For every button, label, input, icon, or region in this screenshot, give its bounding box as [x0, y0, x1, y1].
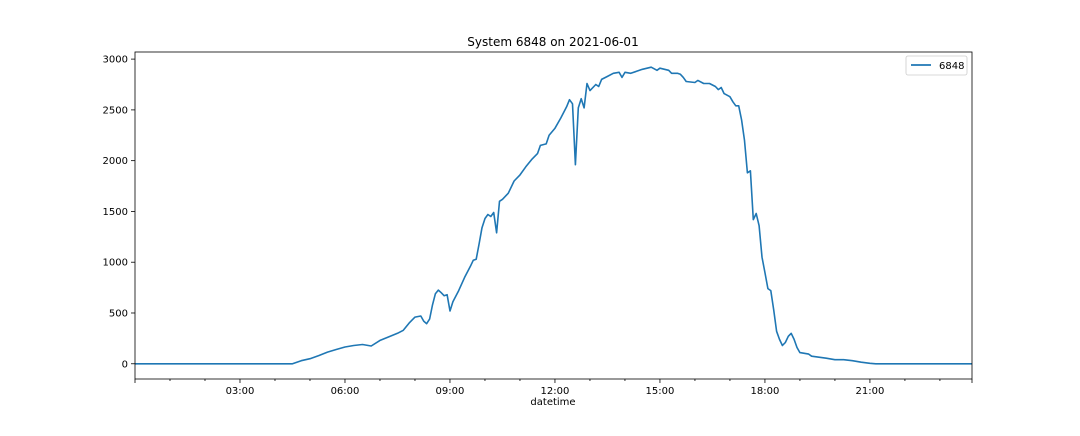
- legend-box: [905, 55, 968, 76]
- y-tick-label: 2500: [103, 105, 128, 116]
- x-tick-label: 15:00: [646, 386, 675, 397]
- x-tick-label: 06:00: [331, 386, 360, 397]
- x-axis: 03:00 06:00 09:00 12:00 15:00 18:00 21:00: [134, 379, 973, 397]
- plot-frame: [134, 51, 973, 380]
- y-tick-label: 2000: [103, 156, 128, 167]
- y-axis: 0 500 1000 1500 2000 2500 3000: [103, 55, 135, 370]
- x-axis-label: datetime: [530, 397, 575, 408]
- chart-title: System 6848 on 2021-06-01: [467, 35, 638, 49]
- y-tick-label: 1500: [103, 207, 128, 218]
- legend: 6848: [905, 55, 968, 76]
- y-tick-label: 0: [122, 359, 128, 370]
- y-tick-label: 500: [109, 308, 128, 319]
- x-tick-label: 03:00: [226, 386, 255, 397]
- y-tick-label: 1000: [103, 258, 128, 269]
- x-tick-label: 12:00: [541, 386, 570, 397]
- x-tick-label: 09:00: [436, 386, 465, 397]
- plot-area: [135, 66, 972, 365]
- legend-label-6848: 6848: [939, 61, 964, 72]
- y-tick-label: 3000: [103, 55, 128, 66]
- x-tick-label: 18:00: [751, 386, 780, 397]
- series-line-6848: [135, 66, 972, 365]
- x-tick-label: 21:00: [856, 386, 885, 397]
